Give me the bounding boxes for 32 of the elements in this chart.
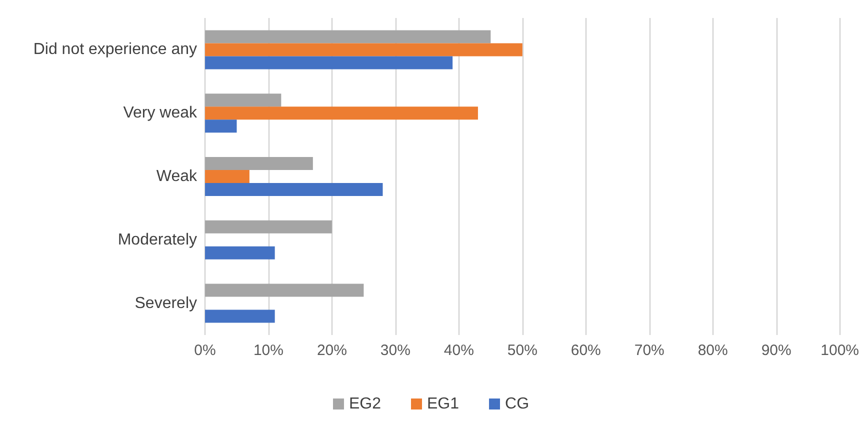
legend-label: EG2 bbox=[348, 396, 382, 412]
y-tick-label: Weak bbox=[156, 168, 198, 185]
y-tick-label: Very weak bbox=[123, 104, 198, 122]
bar bbox=[205, 170, 250, 183]
bar bbox=[205, 246, 275, 260]
bar bbox=[205, 56, 453, 70]
y-tick-label: Severely bbox=[134, 294, 197, 312]
bar bbox=[205, 43, 522, 56]
legend-label: EG1 bbox=[427, 396, 460, 412]
x-tick-label: 30% bbox=[380, 342, 410, 359]
bar bbox=[205, 284, 364, 297]
x-tick-label: 20% bbox=[316, 342, 347, 359]
bar bbox=[205, 220, 332, 234]
bar bbox=[205, 310, 275, 323]
x-tick-label: 0% bbox=[194, 342, 216, 359]
x-tick-label: 50% bbox=[507, 342, 538, 359]
y-tick-label: Moderately bbox=[118, 231, 197, 248]
x-tick-label: 60% bbox=[570, 342, 601, 359]
x-tick-label: 90% bbox=[761, 342, 792, 359]
x-tick-label: 10% bbox=[253, 342, 284, 359]
bar bbox=[205, 106, 478, 120]
bar bbox=[205, 157, 313, 170]
x-tick-label: 40% bbox=[444, 342, 474, 359]
x-tick-label: 80% bbox=[698, 342, 728, 359]
y-tick-label: Did not experience any bbox=[33, 41, 197, 58]
legend-label: CG bbox=[505, 396, 530, 412]
bar bbox=[205, 30, 491, 44]
x-tick-label: 70% bbox=[634, 342, 664, 359]
bar bbox=[205, 120, 237, 133]
bar bbox=[205, 183, 383, 196]
x-tick-label: 100% bbox=[820, 342, 860, 359]
bar bbox=[205, 94, 282, 107]
